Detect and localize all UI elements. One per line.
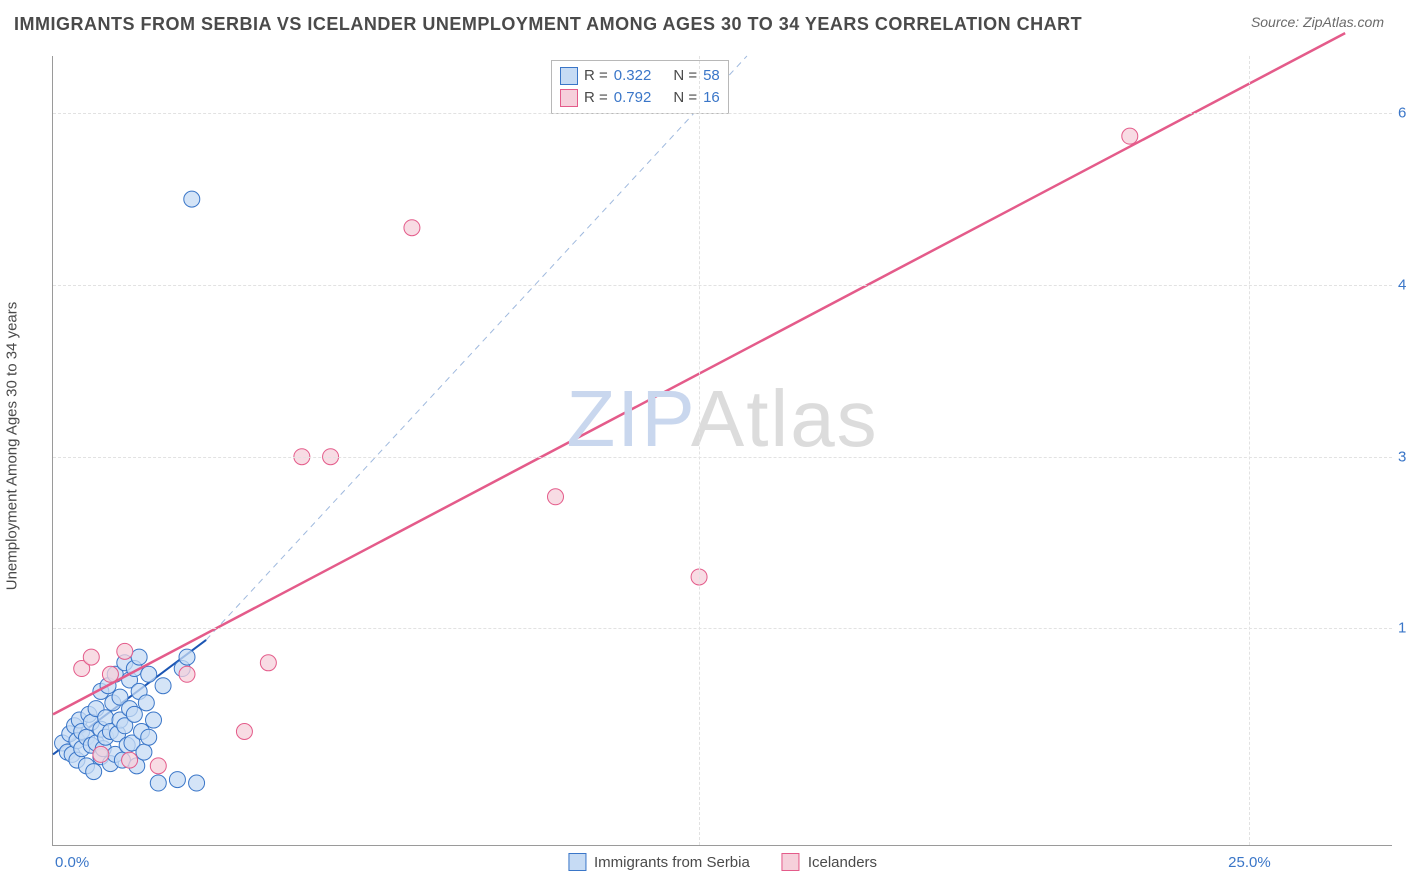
data-point bbox=[86, 764, 102, 780]
data-point bbox=[136, 744, 152, 760]
y-tick-label: 15.0% bbox=[1398, 620, 1406, 637]
legend-n-label: N = bbox=[673, 87, 697, 109]
legend-swatch bbox=[560, 67, 578, 85]
data-point bbox=[122, 752, 138, 768]
gridline-h bbox=[53, 457, 1392, 458]
legend-label-serbia: Immigrants from Serbia bbox=[594, 854, 750, 871]
data-point bbox=[141, 666, 157, 682]
legend-r-label: R = bbox=[584, 87, 608, 109]
data-point bbox=[189, 775, 205, 791]
data-point bbox=[117, 643, 133, 659]
gridline-v bbox=[699, 56, 700, 845]
legend-n-value: 58 bbox=[703, 65, 720, 87]
data-point bbox=[150, 775, 166, 791]
gridline-v bbox=[1249, 56, 1250, 845]
correlation-legend: R = 0.322 N = 58 R = 0.792 N = 16 bbox=[551, 60, 729, 114]
y-tick-label: 60.0% bbox=[1398, 105, 1406, 122]
gridline-h bbox=[53, 628, 1392, 629]
data-point bbox=[236, 724, 252, 740]
data-point bbox=[169, 772, 185, 788]
data-point bbox=[260, 655, 276, 671]
data-point bbox=[141, 729, 157, 745]
data-point bbox=[179, 649, 195, 665]
legend-n-value: 16 bbox=[703, 87, 720, 109]
x-tick-label: 0.0% bbox=[55, 854, 89, 871]
chart-title: IMMIGRANTS FROM SERBIA VS ICELANDER UNEM… bbox=[14, 14, 1082, 35]
legend-item-serbia: Immigrants from Serbia bbox=[568, 853, 750, 871]
data-point bbox=[155, 678, 171, 694]
gridline-h bbox=[53, 285, 1392, 286]
correlation-legend-row: R = 0.322 N = 58 bbox=[560, 65, 720, 87]
data-point bbox=[126, 706, 142, 722]
y-tick-label: 45.0% bbox=[1398, 276, 1406, 293]
data-point bbox=[146, 712, 162, 728]
chart-svg bbox=[53, 56, 1393, 846]
legend-swatch-icelanders bbox=[782, 853, 800, 871]
data-point bbox=[138, 695, 154, 711]
legend-n-label: N = bbox=[673, 65, 697, 87]
y-tick-label: 30.0% bbox=[1398, 448, 1406, 465]
gridline-h bbox=[53, 113, 1392, 114]
data-point bbox=[1122, 128, 1138, 144]
legend-r-label: R = bbox=[584, 65, 608, 87]
data-point bbox=[184, 191, 200, 207]
data-point bbox=[548, 489, 564, 505]
x-tick-label: 25.0% bbox=[1228, 854, 1271, 871]
data-point bbox=[404, 220, 420, 236]
series-legend: Immigrants from Serbia Icelanders bbox=[568, 853, 877, 871]
data-point bbox=[179, 666, 195, 682]
trend-line bbox=[206, 56, 747, 640]
y-axis-label: Unemployment Among Ages 30 to 34 years bbox=[4, 302, 21, 591]
data-point bbox=[150, 758, 166, 774]
legend-item-icelanders: Icelanders bbox=[782, 853, 877, 871]
legend-r-value: 0.322 bbox=[614, 65, 652, 87]
legend-swatch bbox=[560, 89, 578, 107]
legend-r-value: 0.792 bbox=[614, 87, 652, 109]
plot-area: ZIPAtlas R = 0.322N = 58R = 0.792N = 16 … bbox=[52, 56, 1392, 846]
source-attribution: Source: ZipAtlas.com bbox=[1251, 14, 1384, 30]
data-point bbox=[131, 649, 147, 665]
data-point bbox=[93, 746, 109, 762]
data-point bbox=[83, 649, 99, 665]
legend-label-icelanders: Icelanders bbox=[808, 854, 877, 871]
legend-swatch-serbia bbox=[568, 853, 586, 871]
data-point bbox=[102, 666, 118, 682]
correlation-legend-row: R = 0.792 N = 16 bbox=[560, 87, 720, 109]
